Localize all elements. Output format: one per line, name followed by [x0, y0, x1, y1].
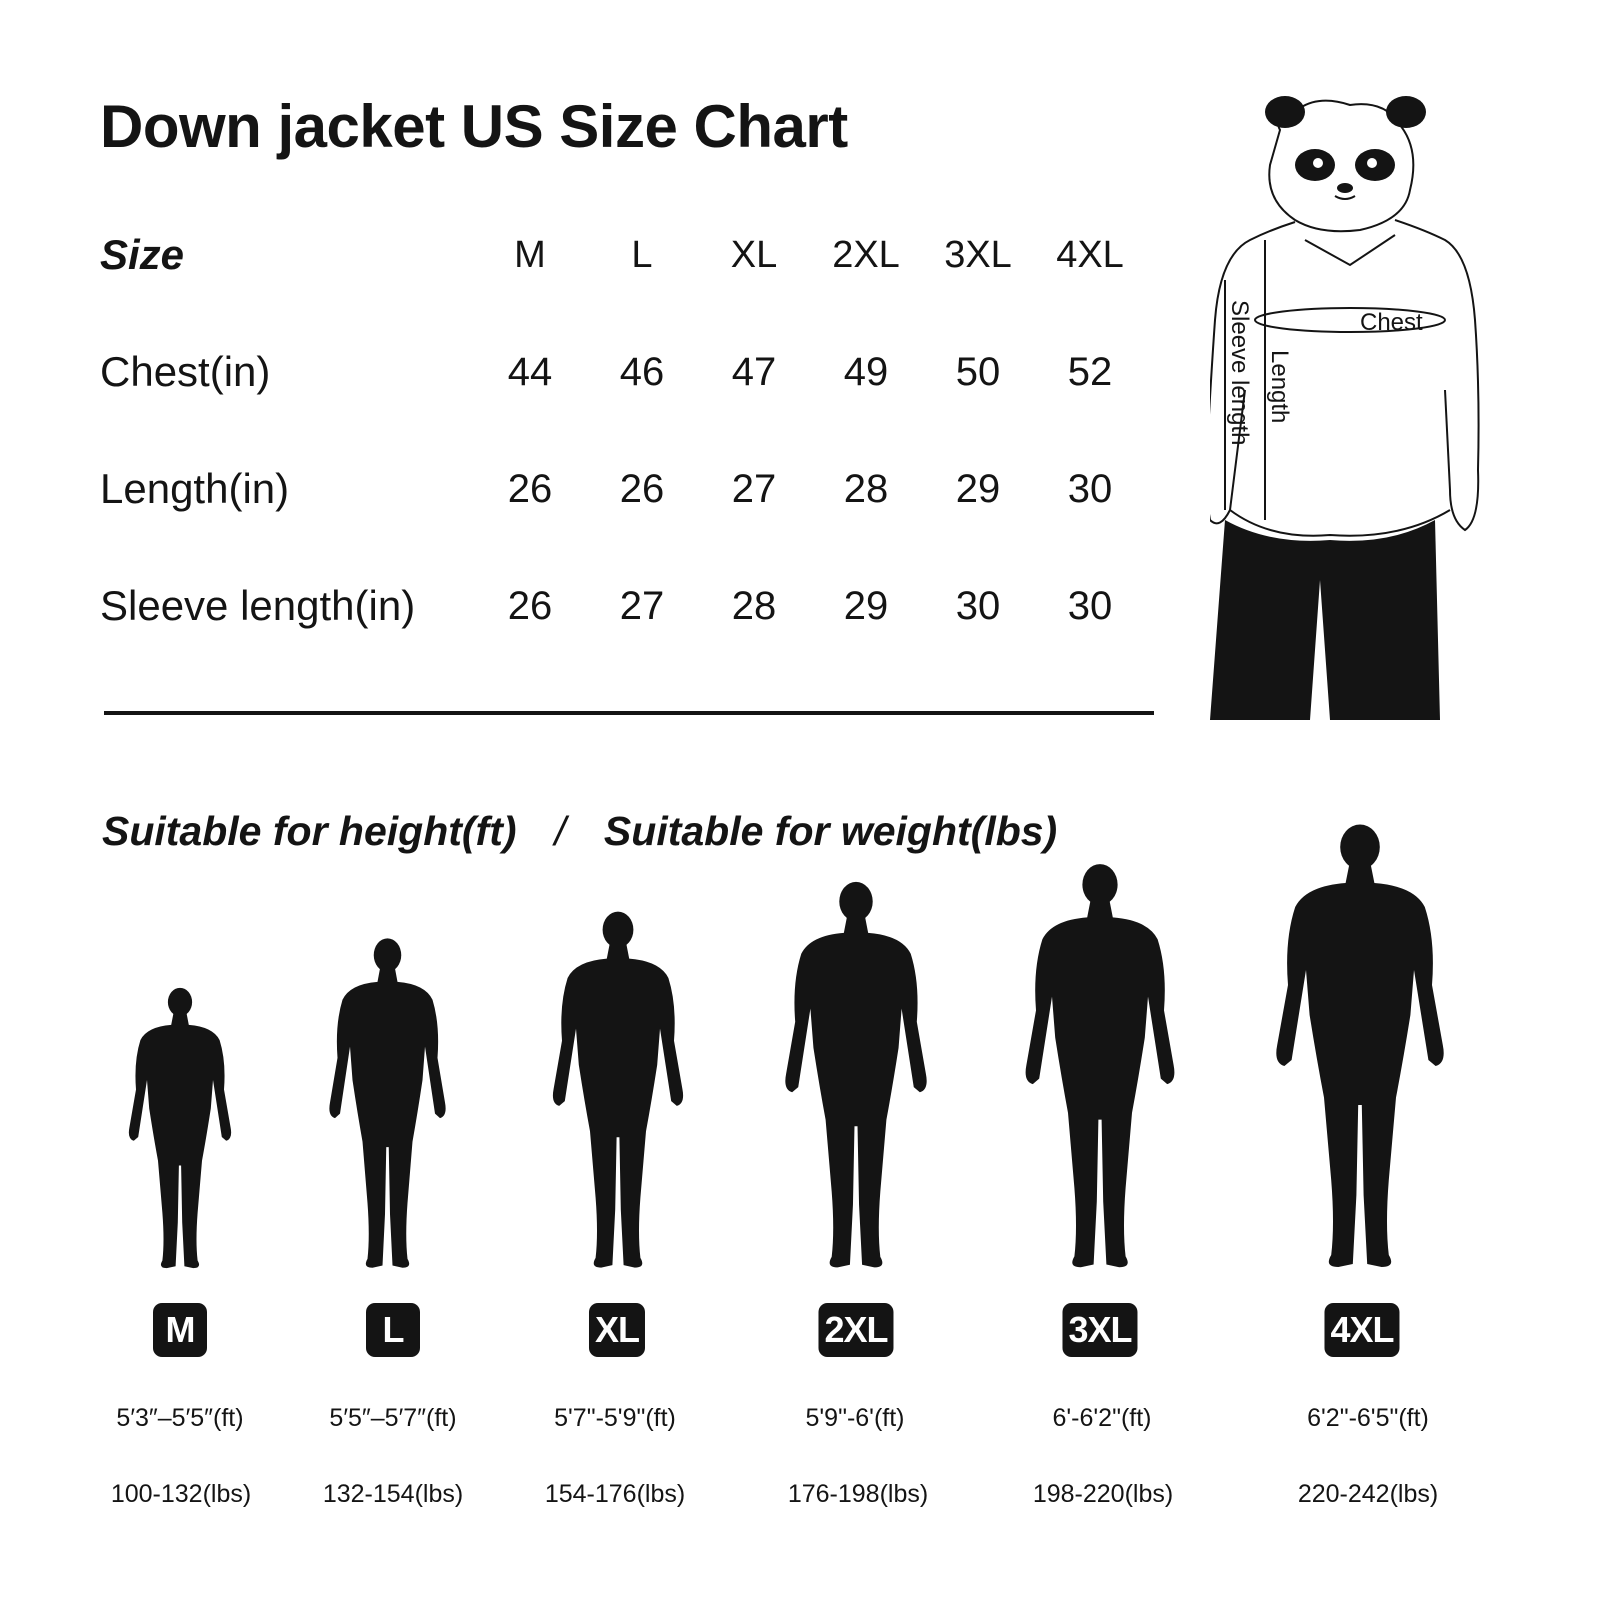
table-cell: 52 [1067, 350, 1113, 394]
fit-heading: Suitable for height(ft) / Suitable for wei… [102, 808, 1057, 855]
table-cell: 28 [843, 467, 889, 511]
length-label: Length [1266, 350, 1293, 423]
size-badge-4xl: 4XL [1324, 1303, 1400, 1357]
body-silhouette-l-icon [329, 938, 446, 1268]
height-range-xl: 5'7"-5'9"(ft) [554, 1404, 676, 1432]
section-divider [104, 711, 1154, 715]
size-badge-l: L [366, 1303, 420, 1357]
header-size-xl: XL [730, 234, 778, 276]
body-silhouette-xl-icon [552, 911, 684, 1268]
table-cell: 26 [619, 467, 665, 511]
height-range-m: 5′3″–5′5″(ft) [116, 1404, 244, 1432]
weight-range-3xl: 198-220(lbs) [1032, 1480, 1174, 1508]
table-row-chest: Chest(in) 44 46 47 49 50 52 [100, 332, 1160, 449]
table-cell: 27 [619, 584, 665, 628]
table-cell: 28 [731, 584, 777, 628]
weight-range-l: 132-154(lbs) [322, 1480, 464, 1508]
height-heading: Suitable for height(ft) [102, 808, 517, 854]
table-cell: 27 [731, 467, 777, 511]
sleeve-length-label: Sleeve length [1226, 300, 1253, 445]
weight-range-xl: 154-176(lbs) [544, 1480, 686, 1508]
size-badge-xl: XL [588, 1303, 646, 1357]
size-badge-m: M [153, 1303, 207, 1357]
table-row-sleeve-length: Sleeve length(in) 26 27 28 29 30 30 [100, 566, 1160, 683]
table-cell: 50 [955, 350, 1001, 394]
size-badge-2xl: 2XL [818, 1303, 894, 1357]
body-silhouette-m-icon [128, 987, 232, 1269]
table-cell: 44 [507, 350, 553, 394]
table-cell: 26 [507, 584, 553, 628]
row-label-chest: Chest(in) [100, 348, 271, 395]
size-column-label: Size [100, 231, 185, 278]
table-cell: 30 [1067, 467, 1113, 511]
table-cell: 47 [731, 350, 777, 394]
body-silhouette-4xl-icon [1276, 824, 1444, 1267]
header-size-m: M [514, 234, 546, 276]
table-cell: 29 [955, 467, 1001, 511]
header-size-3xl: 3XL [944, 234, 1012, 276]
panda-hoodie-illustration: Chest Length Sleeve length [1210, 96, 1480, 720]
height-range-3xl: 6'-6'2"(ft) [1052, 1404, 1152, 1432]
height-range-4xl: 6'2"-6'5"(ft) [1307, 1404, 1429, 1432]
table-cell: 49 [843, 350, 889, 394]
heading-separator: / [554, 808, 566, 854]
page-title: Down jacket US Size Chart [100, 93, 848, 160]
header-size-4xl: 4XL [1056, 234, 1124, 276]
table-cell: 30 [955, 584, 1001, 628]
table-header-row: Size M L XL 2XL 3XL 4XL [100, 215, 1160, 332]
weight-range-4xl: 220-242(lbs) [1297, 1480, 1439, 1508]
weight-range-2xl: 176-198(lbs) [787, 1480, 929, 1508]
table-row-length: Length(in) 26 26 27 28 29 30 [100, 449, 1160, 566]
chest-label: Chest [1360, 309, 1423, 336]
table-cell: 30 [1067, 584, 1113, 628]
table-cell: 26 [507, 467, 553, 511]
weight-heading: Suitable for weight(lbs) [603, 808, 1058, 854]
table-cell: 46 [619, 350, 665, 394]
header-size-l: L [631, 234, 653, 276]
size-table: Size M L XL 2XL 3XL 4XL Chest(in) 44 46 … [100, 215, 1160, 683]
body-silhouette-3xl-icon [1025, 864, 1175, 1268]
header-size-2xl: 2XL [832, 234, 900, 276]
row-label-sleeve-length: Sleeve length(in) [100, 582, 416, 629]
table-cell: 29 [843, 584, 889, 628]
row-label-length: Length(in) [100, 465, 290, 512]
body-silhouette-2xl-icon [785, 881, 927, 1268]
weight-range-m: 100-132(lbs) [110, 1480, 252, 1508]
size-badge-3xl: 3XL [1062, 1303, 1138, 1357]
height-range-2xl: 5'9"-6'(ft) [805, 1404, 905, 1432]
height-range-l: 5′5″–5′7″(ft) [329, 1404, 457, 1432]
